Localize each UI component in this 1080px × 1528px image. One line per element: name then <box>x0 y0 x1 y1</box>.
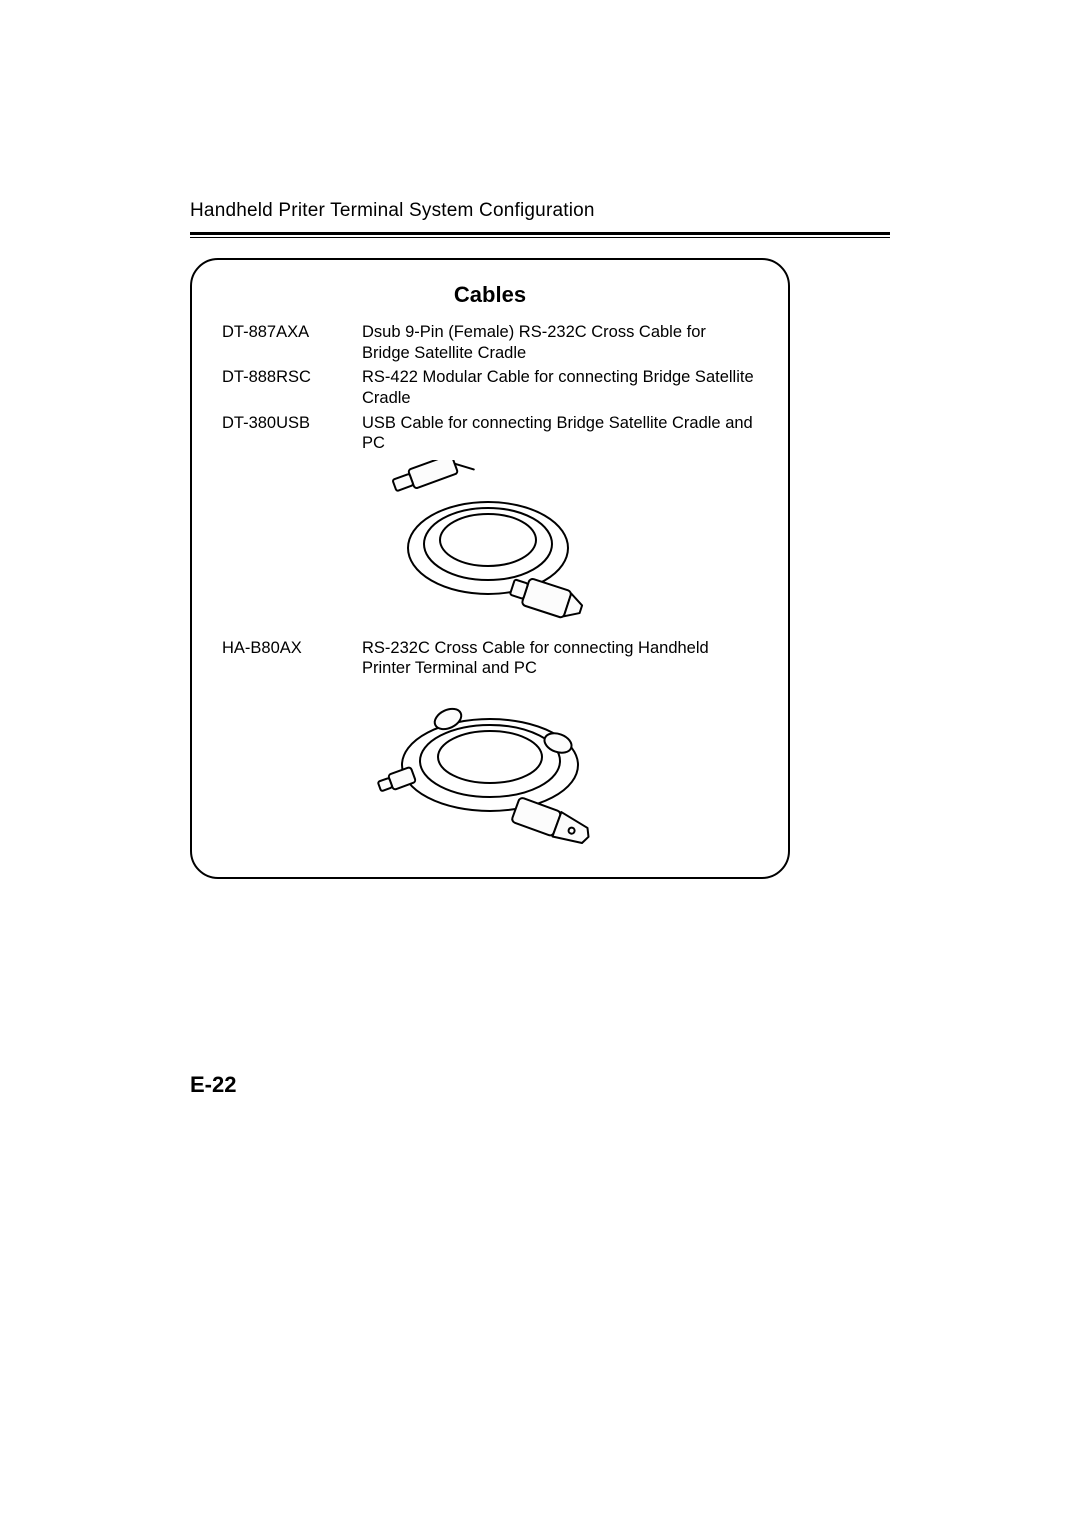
cable-code: DT-887AXA <box>222 322 362 363</box>
cable-description: RS-422 Modular Cable for connecting Brid… <box>362 367 758 408</box>
page-number: E-22 <box>190 1072 236 1098</box>
usb-cable-illustration <box>222 460 758 620</box>
cable-code: DT-380USB <box>222 413 362 454</box>
cables-panel: Cables DT-887AXA Dsub 9-Pin (Female) RS-… <box>190 258 790 879</box>
cable-description: RS-232C Cross Cable for connecting Handh… <box>362 638 758 679</box>
cable-entry: HA-B80AX RS-232C Cross Cable for connect… <box>222 638 758 679</box>
divider-thin <box>190 237 890 238</box>
rs232c-cable-illustration <box>222 685 758 845</box>
page-header: Handheld Priter Terminal System Configur… <box>190 200 890 222</box>
manual-page: Handheld Priter Terminal System Configur… <box>0 0 1080 1528</box>
cable-description: USB Cable for connecting Bridge Satellit… <box>362 413 758 454</box>
cable-code: HA-B80AX <box>222 638 362 679</box>
cable-entry: DT-888RSC RS-422 Modular Cable for conne… <box>222 367 758 408</box>
cable-entry: DT-887AXA Dsub 9-Pin (Female) RS-232C Cr… <box>222 322 758 363</box>
serial-cable-icon <box>370 685 610 845</box>
usb-cable-icon <box>380 460 600 620</box>
panel-title: Cables <box>222 282 758 308</box>
divider-thick <box>190 232 890 235</box>
cable-description: Dsub 9-Pin (Female) RS-232C Cross Cable … <box>362 322 758 363</box>
cable-code: DT-888RSC <box>222 367 362 408</box>
cable-entry: DT-380USB USB Cable for connecting Bridg… <box>222 413 758 454</box>
